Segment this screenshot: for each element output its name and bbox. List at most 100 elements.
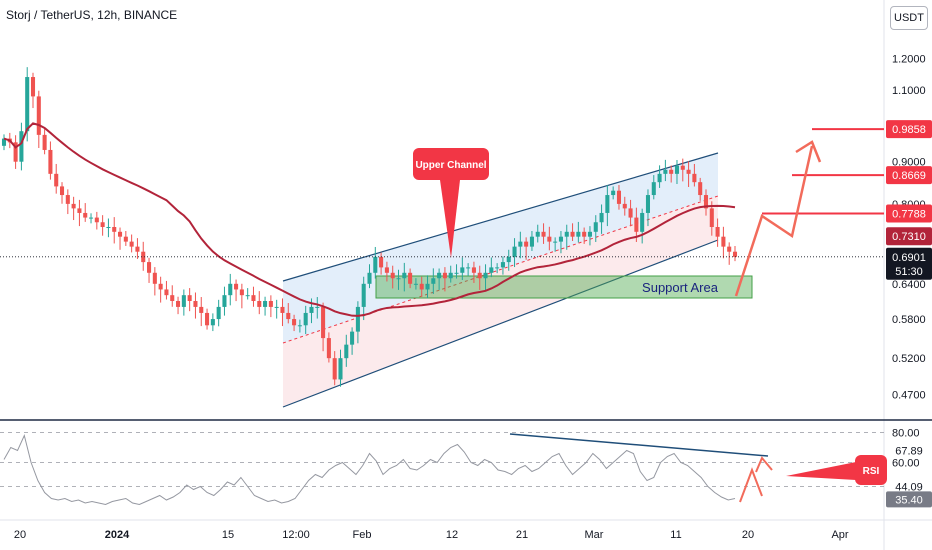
candle-body <box>506 256 511 263</box>
candle-body <box>419 283 424 290</box>
candle-body <box>297 325 302 327</box>
rsi-level-badge-label: 44.09 <box>895 481 923 493</box>
candle-body <box>280 306 285 313</box>
candle-body <box>721 236 726 247</box>
currency-button[interactable]: USDT <box>890 6 928 30</box>
time-tick-label: Mar <box>585 529 604 541</box>
candle-body <box>112 226 117 232</box>
candle-body <box>616 190 621 204</box>
candle-body <box>640 212 645 232</box>
candle-body <box>251 295 256 301</box>
candle-body <box>373 256 378 273</box>
candle-body <box>239 289 244 296</box>
time-tick-label: 12:00 <box>282 529 310 541</box>
candle-body <box>181 295 186 307</box>
rsi-callout-pointer <box>786 462 856 480</box>
candle-body <box>483 272 488 279</box>
candle-body <box>663 169 668 174</box>
price-tick-label: 0.6400 <box>892 279 926 291</box>
candle-body <box>309 306 314 313</box>
moving-average-line <box>3 122 736 317</box>
candle-body <box>367 272 372 284</box>
projection-arrowhead <box>795 140 822 163</box>
candle-body <box>106 226 111 228</box>
candle-body <box>686 169 691 174</box>
candle-body <box>344 344 349 359</box>
channel-lower-line <box>282 239 719 408</box>
candle-body <box>732 251 738 257</box>
rsi-level-badge <box>886 478 932 495</box>
candle-body <box>19 131 24 162</box>
candle-body <box>715 226 720 237</box>
candle-body <box>170 295 175 301</box>
candle-body <box>210 319 215 326</box>
price-level-badge <box>886 204 932 223</box>
candle-body <box>71 203 76 209</box>
candle-body <box>466 267 471 269</box>
upper-channel-callout <box>413 148 489 180</box>
price-tick-label: 0.4700 <box>892 389 926 401</box>
candle-body <box>379 256 384 268</box>
candle-body <box>390 272 395 279</box>
rsi-projection-arrow <box>739 467 763 503</box>
price-tick-label: 1.1000 <box>892 85 926 97</box>
rsi-line <box>3 433 736 506</box>
candle-body <box>657 173 662 183</box>
candle-body <box>582 231 587 237</box>
candle-body <box>25 77 30 132</box>
candle-body <box>245 295 250 297</box>
time-tick-label: 20 <box>742 529 754 541</box>
candle-body <box>413 283 418 285</box>
candle-body <box>674 165 680 174</box>
rsi-level-badge <box>886 442 932 459</box>
candle-body <box>471 267 476 273</box>
rsi-level-badge <box>886 491 932 508</box>
candle-body <box>118 231 123 237</box>
rsi-level-badge-label: 35.40 <box>895 494 923 506</box>
candle-body <box>326 338 331 359</box>
price-level-badge-label: 0.9858 <box>892 124 926 136</box>
candle-body <box>30 77 36 97</box>
candle-body <box>605 195 610 213</box>
candle-body <box>350 331 355 345</box>
candle-body <box>158 283 163 290</box>
candle-body <box>611 190 616 196</box>
candle-body <box>286 312 291 320</box>
time-tick-label: 21 <box>516 529 528 541</box>
candle-body <box>263 300 268 307</box>
candle-body <box>59 186 65 196</box>
candle-body <box>698 182 703 196</box>
channel-lower-fill <box>283 196 718 407</box>
candle-body <box>384 267 389 273</box>
candle-body <box>65 195 70 204</box>
candle-body <box>622 203 627 209</box>
upper-channel-callout-label: Upper Channel <box>415 160 486 171</box>
candle-body <box>199 306 204 313</box>
candle-body <box>234 283 239 290</box>
rsi-level-badge-label: 67.89 <box>895 446 923 458</box>
candle-body <box>535 231 540 237</box>
candle-body <box>187 295 192 301</box>
candle-body <box>442 272 447 279</box>
candle-body <box>164 289 169 296</box>
price-level-badge <box>886 227 932 246</box>
candle-body <box>152 272 157 284</box>
rsi-tick-label: 60.00 <box>892 458 920 470</box>
rsi-callout <box>855 455 887 485</box>
chart-title: Storj / TetherUS, 12h, BINANCE <box>6 8 178 22</box>
time-tick-label: Apr <box>831 529 848 541</box>
candle-body <box>489 267 494 273</box>
candle-body <box>529 236 534 247</box>
candle-body <box>88 217 94 219</box>
time-tick-label: 15 <box>222 529 234 541</box>
rsi-tick-label: 80.00 <box>892 428 920 440</box>
candle-body <box>396 278 401 280</box>
price-tick-label: 0.5800 <box>892 314 926 326</box>
candle-body <box>402 272 407 279</box>
upper-channel-callout-pointer <box>440 180 460 258</box>
candle-body <box>193 300 198 307</box>
channel-midline <box>282 195 719 344</box>
candle-body <box>524 241 529 247</box>
